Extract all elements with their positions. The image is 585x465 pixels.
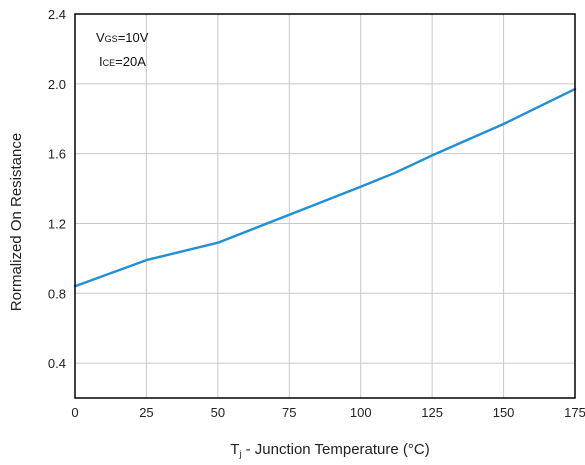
x-axis-title-main: T [230, 441, 239, 458]
x-tick-label: 50 [211, 405, 225, 420]
plot-frame [74, 13, 576, 399]
x-tick-label: 75 [282, 405, 296, 420]
tick-labels: 0 25 50 75 100 125 150 175 0.4 0.8 1.2 1.6 2.0 2.4 [48, 7, 585, 420]
x-tick-label: 175 [564, 405, 585, 420]
x-tick-label: 25 [139, 405, 153, 420]
y-tick-label: 2.0 [48, 77, 66, 92]
y-tick-label: 1.2 [48, 216, 66, 231]
y-tick-label: 2.4 [48, 7, 66, 22]
series-layer [73, 87, 577, 288]
annotation-ice: ICE=20A [99, 54, 146, 69]
x-axis-title-rest: - Junction Temperature (°C) [241, 441, 429, 458]
y-tick-label: 0.8 [48, 286, 66, 301]
y-tick-label: 1.6 [48, 147, 66, 162]
x-axis-title-sub: j [238, 449, 241, 459]
grid-lines [75, 14, 575, 398]
annotation-vgs: VGS=10V [96, 30, 149, 45]
series-line-0 [73, 87, 577, 288]
x-tick-label: 125 [421, 405, 443, 420]
y-axis-title: Rormalized On Resistance [8, 133, 25, 311]
y-tick-label: 0.4 [48, 356, 66, 371]
x-axis-title: Tj - Junction Temperature (°C) [230, 441, 429, 459]
x-tick-label: 100 [350, 405, 372, 420]
x-tick-label: 0 [71, 405, 78, 420]
x-tick-label: 150 [493, 405, 515, 420]
